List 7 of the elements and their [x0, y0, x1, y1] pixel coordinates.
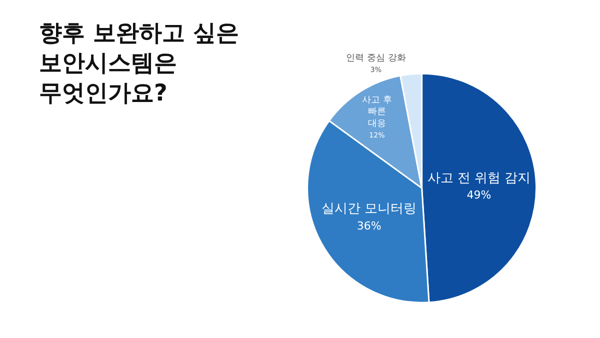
data-label: 49% — [466, 188, 492, 202]
slice-label: 사고 후 빠른 대응 — [362, 95, 392, 129]
chart-title: 향후 보완하고 싶은 보안시스템은 무엇인가요? — [39, 20, 240, 106]
slice-label: 실시간 모니터링 — [322, 202, 417, 217]
slice-label: 인력 중심 강화 — [346, 54, 406, 64]
slice-label: 사고 전 위험 감지 — [427, 170, 531, 186]
data-label: 36% — [356, 219, 382, 232]
